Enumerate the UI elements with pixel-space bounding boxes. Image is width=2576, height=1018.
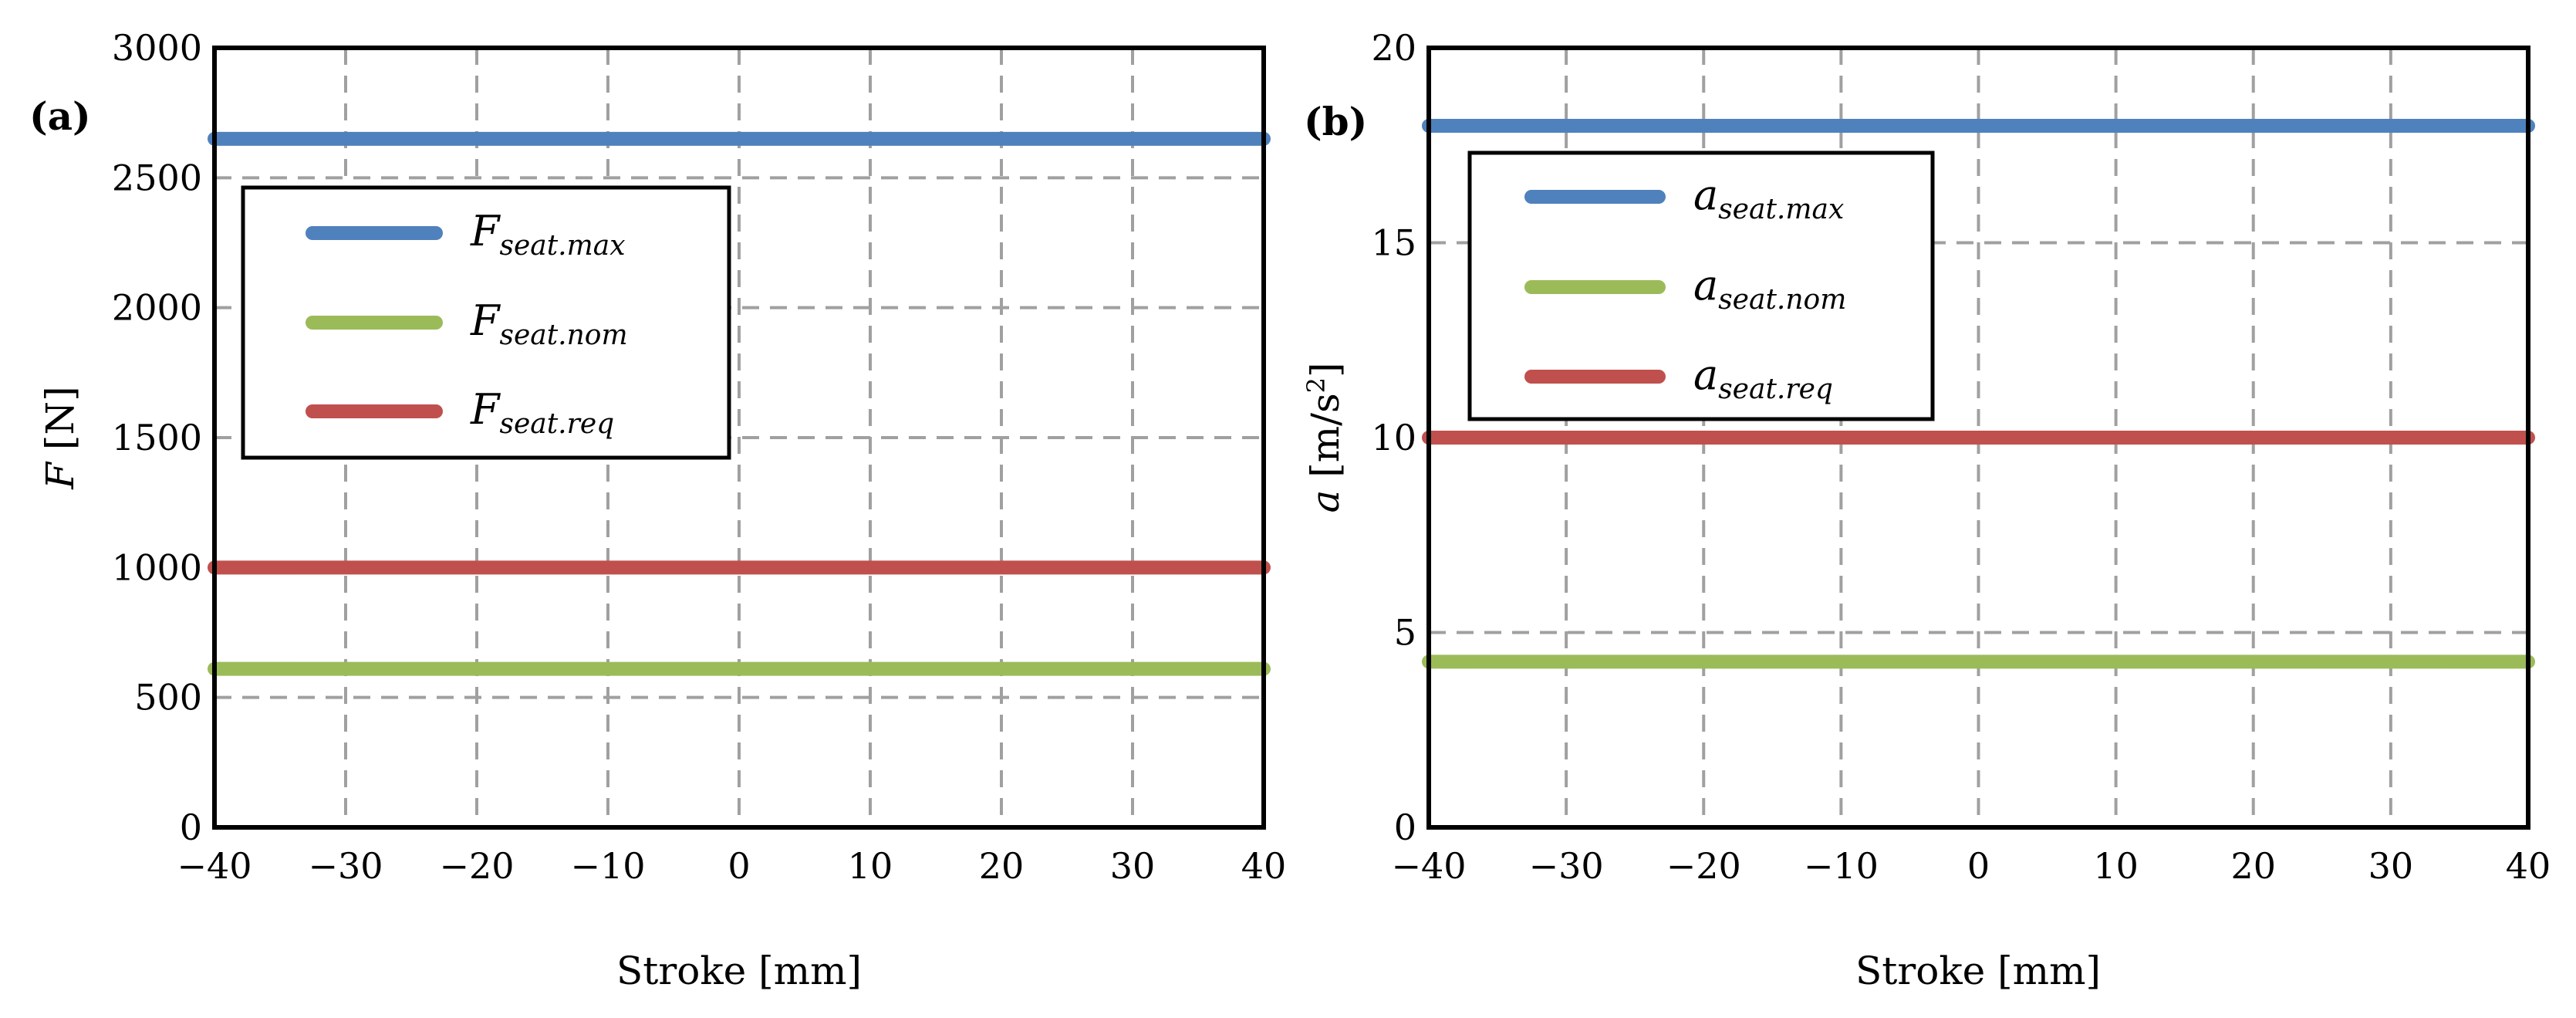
panel-a-y-tick-label: 3000 bbox=[112, 27, 202, 69]
panel-b-x-axis-label: Stroke [mm] bbox=[1855, 949, 2101, 993]
panel-a-x-tick-label: −30 bbox=[308, 845, 383, 887]
panel-b-y-axis-unit-close: ] bbox=[1303, 362, 1348, 377]
panel-b-y-axis-label: a [m/s2] bbox=[1302, 362, 1348, 512]
panel-b-x-tick-label: −30 bbox=[1529, 845, 1604, 887]
panel-a-legend-main-nom: F bbox=[470, 296, 501, 345]
panel-a-y-tick-label: 1000 bbox=[112, 546, 202, 588]
panel-a-y-ticks: 0 500 1000 1500 2000 2500 3000 bbox=[112, 27, 202, 848]
panel-a-series bbox=[208, 131, 1271, 676]
panel-a-label: (a) bbox=[29, 93, 91, 139]
panel-a-x-tick-label: −40 bbox=[177, 845, 252, 887]
panel-b-legend-main-max: a bbox=[1693, 171, 1718, 219]
panel-a-legend-entry-nom: Fseat.nom bbox=[470, 296, 628, 351]
panel-a-x-tick-label: −20 bbox=[439, 845, 514, 887]
panel-b-y-tick-label: 10 bbox=[1371, 417, 1416, 458]
panel-b-series bbox=[1422, 119, 2535, 669]
panel-a-legend-main-req: F bbox=[470, 385, 501, 434]
panel-a-y-axis-label: F [N] bbox=[38, 386, 83, 489]
panel-b-plot-frame bbox=[1426, 46, 2530, 830]
panel-b-x-tick-label: 20 bbox=[2230, 845, 2276, 887]
panel-b-legend-main-req: a bbox=[1693, 350, 1718, 399]
panel-a-legend-sub-max: seat.max bbox=[499, 230, 625, 262]
panel-b-chart: (b) −40 −30 −20 −10 0 10 20 30 40 0 5 10 15 20 Strok… bbox=[1302, 27, 2551, 993]
panel-a-chart: (a) −40 −30 −20 −10 0 10 20 30 40 0 500 1000 1500 20… bbox=[29, 27, 1286, 993]
panel-b-legend: aseat.max aseat.nom aseat.req bbox=[1467, 151, 1935, 421]
panel-b-y-tick-label: 15 bbox=[1371, 222, 1416, 264]
panel-b-x-ticks: −40 −30 −20 −10 0 10 20 30 40 bbox=[1391, 845, 2551, 887]
panel-a-y-tick-label: 0 bbox=[180, 807, 202, 848]
panel-b-x-tick-label: −10 bbox=[1804, 845, 1879, 887]
panel-a-x-tick-label: 0 bbox=[728, 845, 750, 887]
panel-a-plot-frame bbox=[212, 46, 1266, 830]
panel-b-y-tick-label: 5 bbox=[1394, 612, 1416, 654]
panel-b-y-tick-label: 20 bbox=[1371, 27, 1416, 69]
panel-b-legend-sub-req: seat.req bbox=[1718, 374, 1833, 405]
panel-b-x-tick-label: 30 bbox=[2368, 845, 2414, 887]
panel-a-legend-entry-max: Fseat.max bbox=[470, 207, 626, 262]
panel-a-x-tick-label: −10 bbox=[570, 845, 645, 887]
panel-a-x-axis-label: Stroke [mm] bbox=[616, 949, 862, 993]
panel-b-legend-sub-nom: seat.nom bbox=[1718, 284, 1846, 316]
panel-b-x-tick-label: 40 bbox=[2506, 845, 2551, 887]
panel-b-x-tick-label: −20 bbox=[1666, 845, 1741, 887]
panel-a-y-tick-label: 500 bbox=[134, 677, 202, 719]
panel-a-x-tick-label: 20 bbox=[979, 845, 1025, 887]
panel-b-legend-entry-max: aseat.max bbox=[1693, 171, 1844, 225]
panel-b-x-tick-label: −40 bbox=[1391, 845, 1466, 887]
panel-b-x-tick-label: 10 bbox=[2093, 845, 2139, 887]
panel-b-legend-main-nom: a bbox=[1693, 261, 1718, 309]
panel-b-y-ticks: 0 5 10 15 20 bbox=[1371, 27, 1416, 848]
panel-a-y-tick-label: 2000 bbox=[112, 287, 202, 329]
panel-a-y-axis-symbol: F bbox=[38, 461, 83, 490]
panel-b-x-tick-label: 0 bbox=[1967, 845, 1990, 887]
panel-a-legend-sub-req: seat.req bbox=[499, 408, 614, 440]
panel-a-x-tick-label: 30 bbox=[1110, 845, 1156, 887]
panel-a-y-tick-label: 2500 bbox=[112, 157, 202, 198]
panel-a-x-tick-label: 40 bbox=[1241, 845, 1287, 887]
panel-a-y-tick-label: 1500 bbox=[112, 417, 202, 458]
panel-b-legend-entry-nom: aseat.nom bbox=[1693, 261, 1846, 316]
panel-a-y-axis-unit: [N] bbox=[38, 386, 83, 450]
panel-b-y-axis-unit: [m/s bbox=[1303, 393, 1348, 477]
panel-a-legend: Fseat.max Fseat.nom Fseat.req bbox=[241, 185, 731, 460]
panel-b-y-axis-unit-sup: 2 bbox=[1302, 377, 1331, 393]
panel-b-legend-sub-max: seat.max bbox=[1718, 194, 1844, 225]
panel-a-x-tick-label: 10 bbox=[848, 845, 893, 887]
panel-a-x-ticks: −40 −30 −20 −10 0 10 20 30 40 bbox=[177, 845, 1286, 887]
panel-a-legend-entry-req: Fseat.req bbox=[470, 385, 614, 440]
panel-b-y-tick-label: 0 bbox=[1394, 807, 1416, 848]
panel-a-legend-main-max: F bbox=[470, 207, 501, 255]
panel-b-y-axis-symbol: a bbox=[1303, 490, 1348, 513]
panel-a-legend-sub-nom: seat.nom bbox=[499, 320, 627, 351]
panel-b-label: (b) bbox=[1304, 99, 1367, 144]
panel-b-legend-entry-req: aseat.req bbox=[1693, 350, 1833, 405]
